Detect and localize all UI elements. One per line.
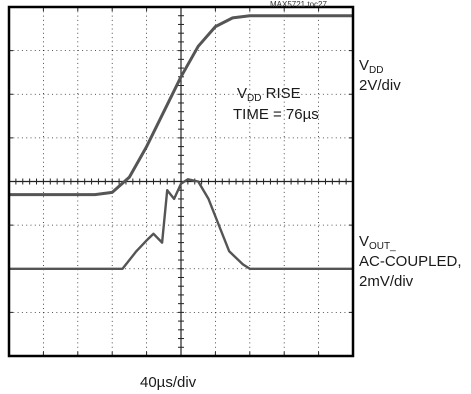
series-scale-vdd: 2V/div [359,77,401,94]
vout-label-sub: OUT_ [369,241,396,252]
vdd-label-main: V [359,57,370,74]
plot-frame [7,5,355,358]
annotation-line1: VDD RISE [237,85,301,104]
annotation-line2: TIME = 76µs [233,106,319,123]
vdd-label-sub: DD [369,65,384,76]
series-scale-vout: 2mV/div [359,273,414,290]
annotation-vdd-main: V [237,85,248,102]
figure-id: MAX5721 toc27 [270,0,327,9]
series-coupling-vout: AC-COUPLED, [359,253,462,270]
traces [9,14,353,270]
graticule [9,7,353,356]
annotation-vdd-rest: RISE [261,85,301,102]
trace-vdd [9,14,353,197]
series-label-vout: VOUT_ [359,233,396,252]
trace-vout [9,178,353,270]
annotation-vdd-sub: DD [247,93,262,104]
vout-label-main: V [359,233,370,250]
series-label-vdd: VDD [359,57,383,76]
x-scale-label: 40µs/div [140,374,197,391]
